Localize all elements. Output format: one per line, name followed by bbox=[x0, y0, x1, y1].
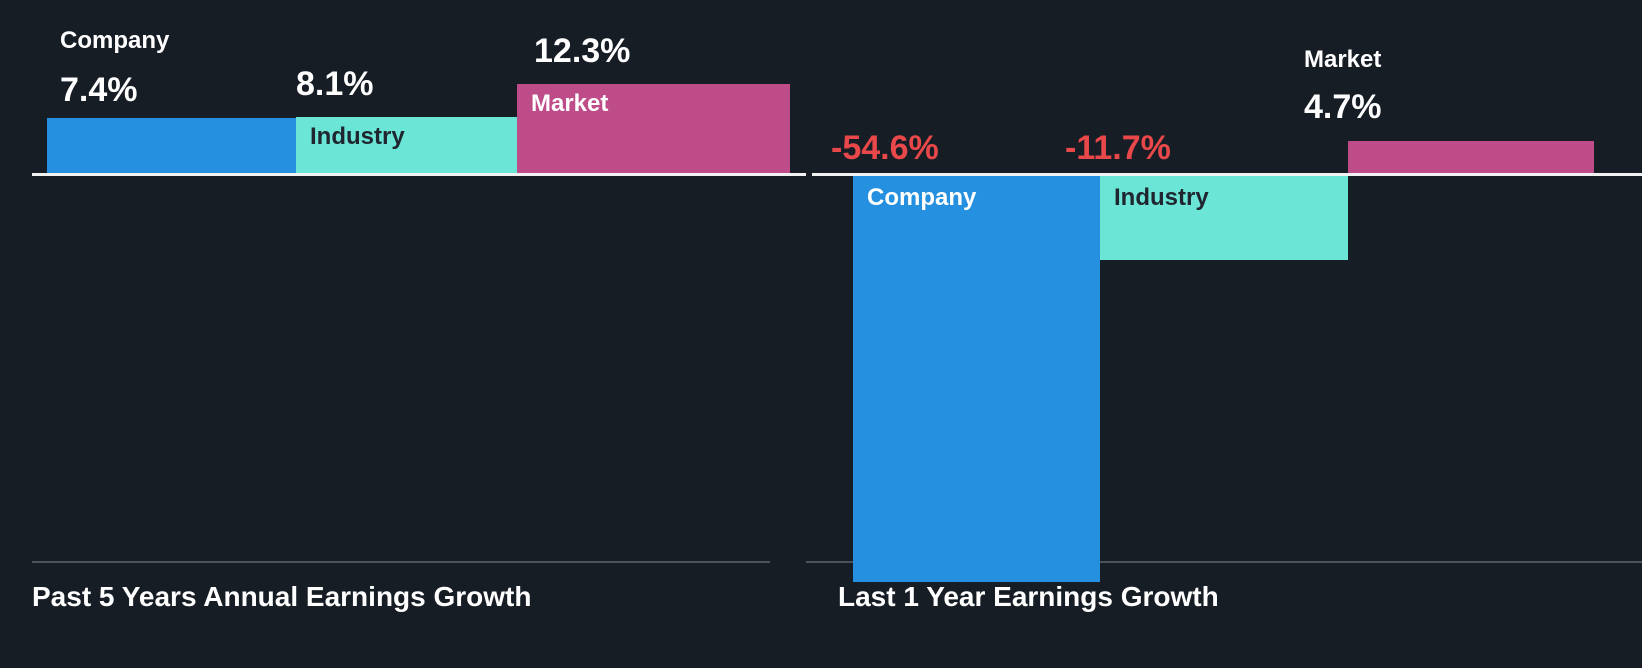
value-industry-right: -11.7% bbox=[1065, 129, 1171, 167]
value-industry-left: 8.1% bbox=[296, 65, 374, 103]
series-name-market-right: Market bbox=[1304, 46, 1382, 73]
bar-company-left[interactable] bbox=[47, 118, 296, 175]
chart-past-5-years-annual-earnings-growth: Company 7.4% 8.1% Industry 12.3% Market … bbox=[0, 0, 806, 668]
bar-label-market-left: Market bbox=[531, 90, 609, 117]
series-name-company-left: Company bbox=[60, 27, 170, 54]
bar-label-industry-left: Industry bbox=[310, 123, 405, 150]
bar-industry-right[interactable]: Industry bbox=[1100, 176, 1348, 260]
bar-label-company-right: Company bbox=[867, 184, 977, 211]
chart-caption-left: Past 5 Years Annual Earnings Growth bbox=[32, 581, 532, 612]
value-market-left: 12.3% bbox=[534, 32, 631, 70]
bar-label-industry-right: Industry bbox=[1114, 184, 1209, 211]
value-company-right: -54.6% bbox=[831, 129, 939, 167]
bar-industry-left[interactable]: Industry bbox=[296, 117, 542, 175]
chart-caption-right: Last 1 Year Earnings Growth bbox=[838, 581, 1219, 612]
plot-area-right: -54.6% Company -11.7% Industry Market 4.… bbox=[806, 0, 1642, 582]
plot-area-left: Company 7.4% 8.1% Industry 12.3% Market bbox=[0, 0, 806, 560]
value-market-right: 4.7% bbox=[1304, 88, 1382, 126]
chart-last-1-year-earnings-growth: -54.6% Company -11.7% Industry Market 4.… bbox=[806, 0, 1642, 668]
divider-right bbox=[806, 561, 1642, 563]
bar-market-right[interactable] bbox=[1348, 141, 1594, 175]
value-company-left: 7.4% bbox=[60, 71, 138, 109]
divider-left bbox=[32, 561, 770, 563]
bar-market-left[interactable]: Market bbox=[517, 84, 790, 175]
zero-line-left bbox=[32, 173, 806, 176]
bar-company-right[interactable]: Company bbox=[853, 176, 1100, 582]
zero-line-right bbox=[812, 173, 1642, 176]
